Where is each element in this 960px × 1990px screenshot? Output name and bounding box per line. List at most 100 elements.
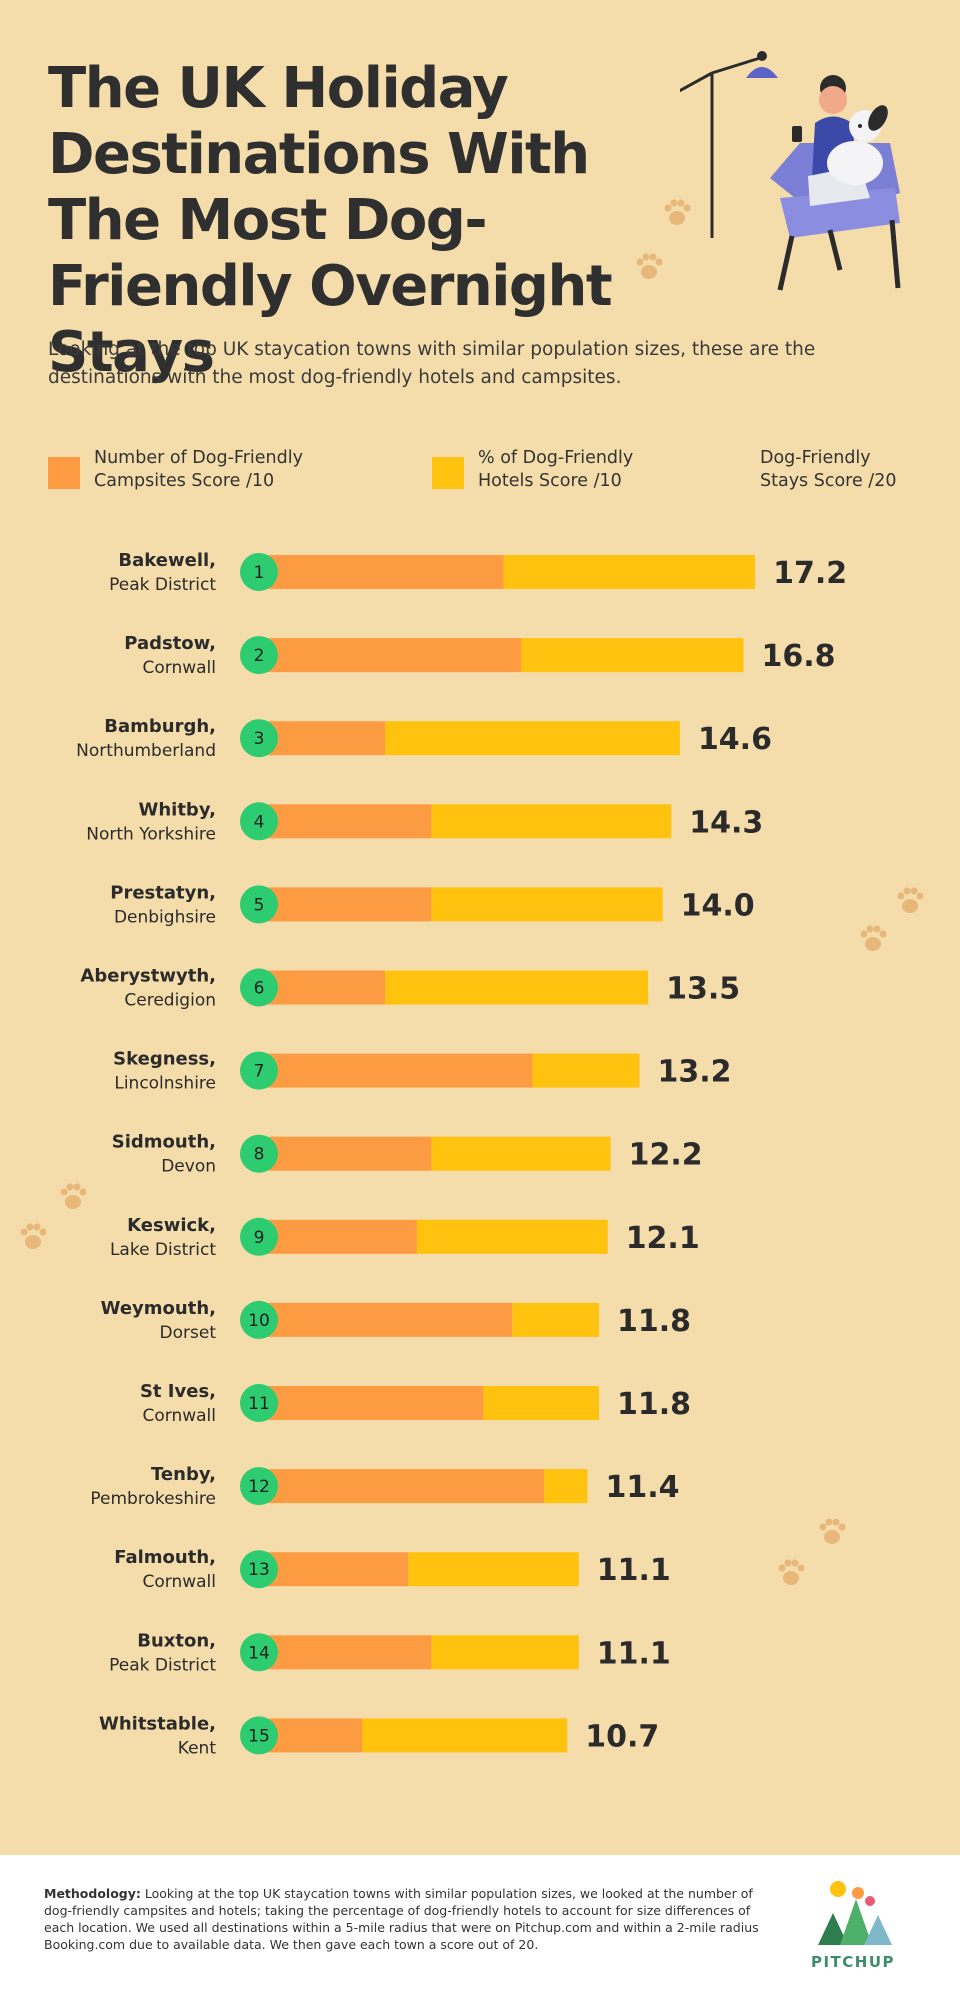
bar-campsites [258, 970, 386, 1005]
legend-hotels: % of Dog-Friendly Hotels Score /10 [432, 447, 633, 493]
rank-number: 14 [248, 1643, 270, 1663]
town-region: Cornwall [142, 658, 216, 678]
bar-campsites [258, 1386, 484, 1420]
rank-badge [240, 1633, 278, 1672]
total-score-label: 13.2 [657, 1055, 731, 1090]
bar-hotels [532, 1053, 640, 1088]
town-region: Cornwall [142, 1572, 216, 1592]
bar-hotels [483, 1386, 600, 1420]
rank-badge [240, 719, 278, 758]
legend-label-hotels: % of Dog-Friendly Hotels Score /10 [478, 448, 634, 491]
bar-hotels [431, 1136, 611, 1171]
bar-hotels [385, 721, 680, 756]
total-score-label: 12.2 [629, 1138, 703, 1173]
bar-hotels [431, 1635, 579, 1670]
logo-text: PITCHUP [810, 1953, 896, 1971]
rank-badge [240, 1051, 278, 1090]
rank-badge [240, 1300, 278, 1339]
total-score-label: 11.8 [617, 1387, 691, 1422]
paw-print-icon [897, 887, 924, 913]
town-region: Peak District [109, 1655, 216, 1675]
legend-label-campsites: Number of Dog-Friendly Campsites Score /… [94, 448, 303, 491]
total-score-label: 16.8 [762, 639, 836, 674]
town-region: Ceredigion [124, 991, 216, 1011]
town-region: Pembrokeshire [90, 1489, 216, 1509]
footer: Methodology: Looking at the top UK stayc… [0, 1855, 960, 1990]
town-name: Tenby, [151, 1464, 216, 1485]
town-name: Buxton, [137, 1630, 216, 1651]
bar-hotels [362, 1718, 568, 1753]
rank-number: 3 [254, 729, 265, 749]
rank-number: 13 [248, 1560, 270, 1580]
rank-number: 12 [248, 1477, 270, 1497]
bar-hotels [416, 1219, 608, 1254]
rank-number: 10 [248, 1311, 270, 1331]
rank-number: 8 [254, 1145, 265, 1165]
methodology-label: Methodology: [44, 1886, 141, 1901]
town-name: Bakewell, [118, 550, 216, 571]
town-name: Prestatyn, [110, 882, 216, 903]
bar-hotels [520, 638, 744, 673]
bar-campsites [258, 1136, 432, 1171]
paw-print-icon [819, 1518, 846, 1544]
town-name: Whitby, [138, 799, 216, 820]
total-score-label: 10.7 [585, 1719, 659, 1754]
stacked-bar-chart: 1 Bakewell, Peak District 17.2 2 Padstow, Corn… [76, 550, 847, 1758]
town-name: Keswick, [127, 1215, 216, 1236]
rank-badge [240, 1550, 278, 1589]
rank-number: 4 [254, 812, 265, 832]
town-region: Lake District [110, 1240, 216, 1260]
town-name: Skegness, [113, 1049, 216, 1070]
paw-print-icon [20, 1223, 47, 1249]
total-score-label: 17.2 [773, 556, 847, 591]
rank-number: 15 [248, 1726, 270, 1746]
paw-print-icon [60, 1183, 87, 1209]
bar-campsites [258, 1302, 513, 1337]
bar-campsites [258, 721, 386, 756]
bar-hotels [544, 1469, 588, 1504]
town-name: Padstow, [124, 633, 216, 654]
rank-badge [240, 1716, 278, 1755]
rank-badge [240, 1384, 278, 1422]
bar-hotels [503, 555, 756, 589]
rank-badge [240, 1467, 278, 1506]
bar-hotels [408, 1552, 579, 1587]
total-score-label: 13.5 [666, 972, 740, 1007]
paw-print-icon [778, 1559, 805, 1585]
bar-campsites [258, 1469, 545, 1504]
town-region: Lincolnshire [114, 1074, 216, 1094]
total-score-label: 14.0 [681, 888, 755, 923]
bar-hotels [431, 887, 663, 922]
rank-badge [240, 553, 278, 591]
pitchup-logo-icon [818, 1881, 892, 1945]
rank-number: 5 [254, 895, 265, 915]
rank-badge [240, 885, 278, 924]
town-name: Weymouth, [101, 1298, 216, 1319]
legend-total: Dog-Friendly Stays Score /20 [760, 447, 896, 493]
total-score-label: 11.1 [597, 1636, 671, 1671]
bar-campsites [258, 1219, 417, 1254]
rank-number: 7 [254, 1062, 265, 1082]
town-name: St Ives, [140, 1381, 216, 1402]
legend-label-total: Dog-Friendly Stays Score /20 [760, 448, 897, 491]
rank-badge [240, 802, 278, 841]
bar-campsites [258, 887, 432, 922]
paw-print-icon [664, 199, 691, 225]
bar-campsites [258, 638, 521, 673]
bar-campsites [258, 1053, 533, 1088]
town-region: Devon [161, 1157, 216, 1177]
pitchup-logo: PITCHUP [808, 1875, 898, 1975]
bar-campsites [258, 1635, 432, 1670]
total-score-label: 11.8 [617, 1304, 691, 1339]
legend-campsites: Number of Dog-Friendly Campsites Score /… [48, 447, 303, 493]
total-score-label: 11.4 [605, 1470, 679, 1505]
rank-badge [240, 968, 278, 1007]
town-region: Dorset [160, 1323, 217, 1343]
bar-hotels [431, 804, 672, 839]
bar-hotels [512, 1302, 600, 1337]
bar-campsites [258, 804, 432, 839]
rank-number: 6 [254, 979, 265, 999]
town-region: Denbighsire [114, 907, 216, 927]
town-region: Northumberland [76, 741, 216, 761]
paw-print-icon [636, 253, 663, 279]
